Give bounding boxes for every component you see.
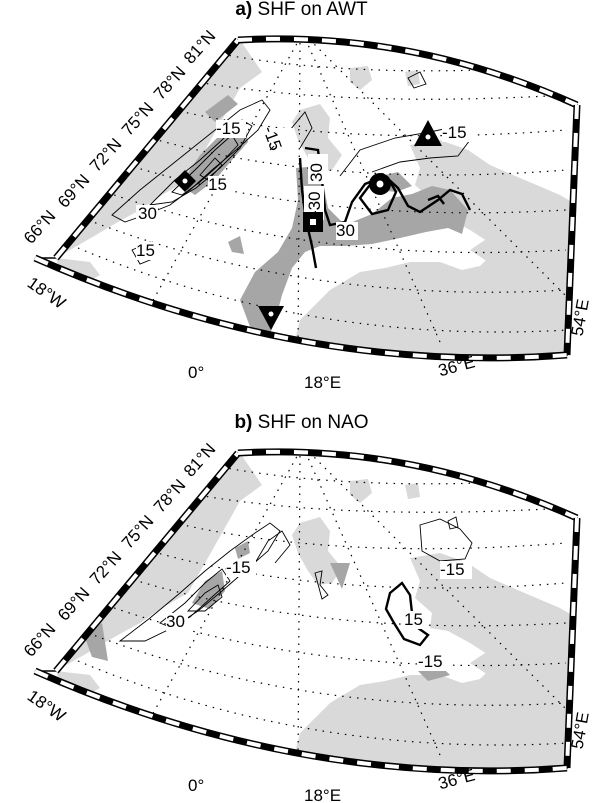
contour-label: -15	[418, 652, 443, 671]
contour-label: -15	[442, 123, 467, 142]
contour-label: 30	[307, 163, 326, 182]
lat-label: 78°N	[150, 476, 190, 517]
panel-b-title: b) SHF on NAO	[0, 412, 603, 434]
panel-b: b) SHF on NAO	[0, 412, 603, 803]
contour-labels-b: -15 30 -15 15 -15	[166, 558, 472, 671]
lon-label: 0°	[188, 363, 204, 382]
contour-label: 30	[336, 221, 355, 240]
frame-a	[33, 35, 581, 362]
triangle-up-marker	[414, 120, 442, 146]
contour-label: -15	[226, 558, 251, 577]
square-marker	[303, 212, 323, 232]
lat-label: 81°N	[180, 440, 220, 481]
lat-label: 72°N	[86, 135, 126, 176]
contour-label: 15	[404, 610, 423, 629]
lon-label: 18°E	[304, 373, 341, 390]
lon-label: 18°W	[24, 273, 69, 313]
lat-label: 69°N	[54, 171, 94, 212]
lat-label: 66°N	[20, 620, 60, 661]
lat-label: 69°N	[54, 584, 94, 625]
contour-labels-a: -15 15 30 -15 15 30 -30 30 -15	[136, 119, 474, 260]
frame-b	[33, 448, 581, 775]
panel-a-title: a) SHF on AWT	[0, 0, 603, 21]
panel-a-label: a)	[235, 0, 253, 20]
land-a	[56, 40, 577, 358]
lat-label: 66°N	[20, 207, 60, 248]
contour-label: -15	[216, 119, 241, 138]
lat-label: 81°N	[180, 27, 220, 68]
markers-a	[174, 120, 442, 330]
lat-label: 78°N	[150, 63, 190, 104]
contour-label: 15	[136, 241, 155, 260]
panel-a: a) SHF on AWT	[0, 0, 603, 390]
lon-label: 0°	[188, 776, 204, 795]
lat-label: 75°N	[118, 99, 158, 140]
contour-label: 15	[208, 175, 227, 194]
panel-b-label: b)	[234, 412, 253, 433]
contour-label: -15	[259, 124, 285, 154]
lon-label: 18°E	[304, 786, 341, 803]
graticule-b	[77, 451, 571, 766]
contour-label: -15	[440, 560, 465, 579]
map-b: -15 30 -15 15 -15 81°N 78°N 75°N 72°N	[20, 440, 593, 803]
contour-label: 30	[166, 612, 185, 631]
panel-b-title-text: SHF on NAO	[257, 412, 369, 433]
diamond-marker	[174, 170, 196, 192]
lon-label: 18°W	[24, 686, 69, 726]
contours-b	[118, 516, 473, 647]
map-a: -15 15 30 -15 15 30 -30 30 -15	[20, 27, 593, 390]
triangle-down-marker	[258, 306, 284, 330]
lat-label: 75°N	[118, 512, 158, 553]
land-b	[56, 453, 577, 771]
contour-label: 30	[138, 204, 157, 223]
contour-label: -30	[305, 191, 324, 216]
lat-label: 72°N	[86, 548, 126, 589]
circle-marker	[369, 173, 391, 195]
panel-a-title-text: SHF on AWT	[257, 0, 368, 20]
